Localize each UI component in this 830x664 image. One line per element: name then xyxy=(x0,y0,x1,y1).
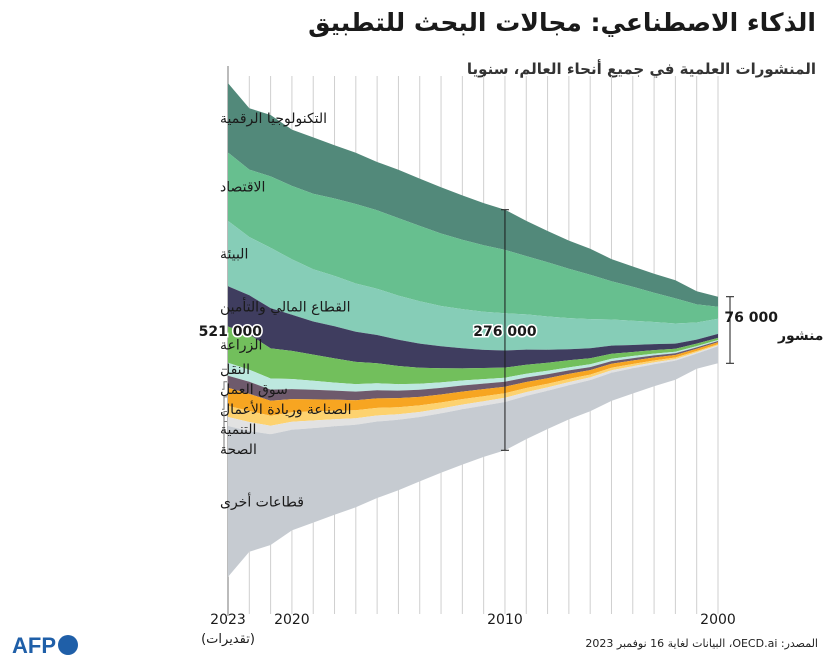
x-tick-sublabel-2023: (تقديرات) xyxy=(201,632,255,647)
area-series-4 xyxy=(228,286,718,369)
afp-logo-dot xyxy=(58,635,78,655)
area-series-9 xyxy=(228,344,718,426)
x-tick-label-2000: 2000 xyxy=(700,612,736,628)
page-subtitle: المنشورات العلمية في جميع أنحاء العالم، … xyxy=(466,60,816,78)
afp-logo: AFP xyxy=(12,633,78,658)
legend: التكنولوجيا الرقمية الاقتصاد البيئة القطاع … xyxy=(220,111,352,511)
afp-logo-text: AFP xyxy=(12,633,56,658)
legend-label-8: الصناعة وريادة الأعمال xyxy=(220,400,352,418)
legend-label-11: قطاعات أخرى xyxy=(220,492,304,510)
area-series-2 xyxy=(228,152,718,324)
x-axis: 2023 (تقديرات) 2020 2010 2000 xyxy=(201,612,736,647)
legend-leader-8 xyxy=(222,396,227,410)
source-note: المصدر: OECD.ai، البيانات لغاية 16 نوفمب… xyxy=(585,637,818,650)
legend-label-3: البيئة xyxy=(220,247,248,263)
legend-label-10: الصحة xyxy=(220,442,257,458)
x-tick-label-2023: 2023 xyxy=(210,612,246,628)
legend-leader-10 xyxy=(222,421,227,450)
area-series-10 xyxy=(228,345,718,435)
stream-areas xyxy=(228,83,718,577)
annotations: 521 000 276 000 76 000 منشور xyxy=(197,209,823,451)
legend-label-2: الاقتصاد xyxy=(220,180,265,196)
x-tick-label-2010: 2010 xyxy=(487,612,523,628)
legend-label-7: سوق العمل xyxy=(220,382,288,398)
legend-label-1: التكنولوجيا الرقمية xyxy=(220,111,327,127)
legend-label-9: التنمية xyxy=(220,422,256,438)
area-series-11 xyxy=(228,346,718,577)
area-series-5 xyxy=(228,326,718,385)
page-title: الذكاء الاصطناعي: مجالات البحث للتطبيق xyxy=(308,8,816,37)
area-series-7 xyxy=(228,341,718,401)
legend-leader-7 xyxy=(222,381,227,390)
legend-leader-9 xyxy=(222,410,227,430)
legend-label-6: النقل xyxy=(220,362,250,378)
annotation-value-2000: 76 000 xyxy=(724,310,778,326)
annotation-value-2010: 276 000 xyxy=(473,324,537,340)
area-series-3 xyxy=(228,220,718,351)
annotation-unit-2000: منشور xyxy=(777,328,823,344)
legend-label-5: الزراعة xyxy=(220,338,262,354)
annotation-value-2023: 521 000 xyxy=(199,324,263,340)
x-tick-label-2020: 2020 xyxy=(274,612,310,628)
legend-label-4: القطاع المالي والتأمين xyxy=(220,296,350,315)
area-series-1 xyxy=(228,83,718,307)
area-series-6 xyxy=(228,340,718,392)
area-series-8 xyxy=(228,342,718,416)
